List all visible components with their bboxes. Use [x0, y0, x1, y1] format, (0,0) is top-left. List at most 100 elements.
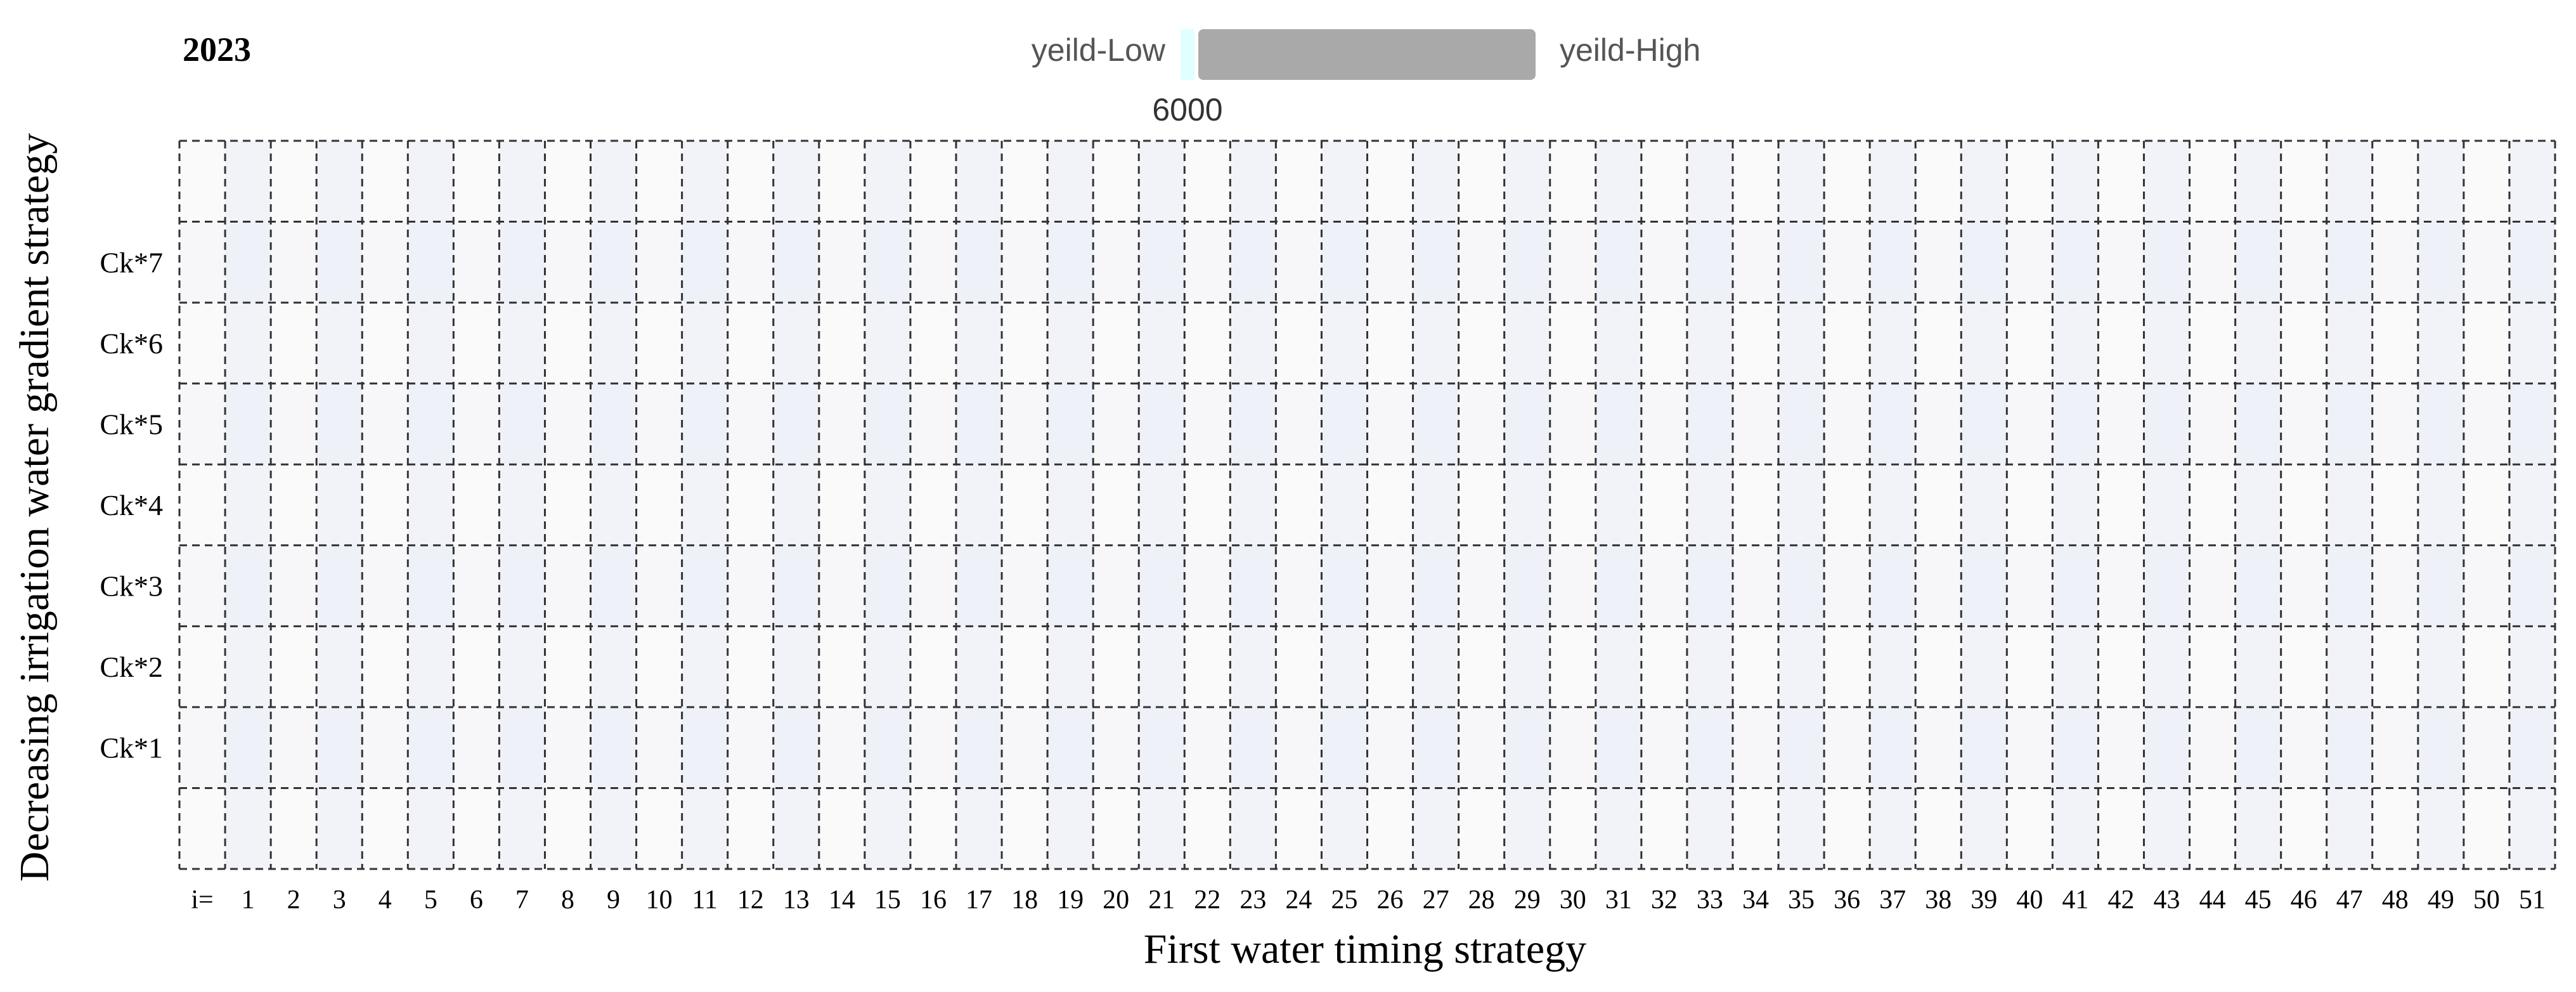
heatmap-cell [225, 464, 271, 545]
heatmap-cell [2417, 545, 2464, 627]
heatmap-cell [727, 464, 773, 545]
x-tick-prefix: i= [191, 885, 213, 915]
heatmap-cell [1915, 383, 1962, 465]
heatmap-cell [499, 383, 545, 465]
x-tick-label: 20 [1103, 885, 1129, 915]
heatmap-cell [636, 626, 682, 707]
heatmap-cell [1870, 221, 1916, 303]
heatmap-cell [2463, 464, 2509, 545]
heatmap-cell [1550, 545, 1596, 627]
heatmap-cell [362, 545, 408, 627]
heatmap-cell [2463, 221, 2509, 303]
x-tick-label: 40 [2016, 885, 2043, 915]
heatmap-cell [1870, 788, 1916, 869]
heatmap-cell [727, 707, 773, 788]
heatmap-cell [1002, 626, 1048, 707]
heatmap-cell [2189, 788, 2236, 869]
heatmap-cell [864, 303, 910, 384]
heatmap-cell [545, 383, 591, 465]
heatmap-cell [545, 464, 591, 545]
heatmap-cell [773, 788, 819, 869]
heatmap-cell [1961, 141, 2007, 222]
heatmap-cell [1961, 707, 2007, 788]
heatmap-cell [1367, 707, 1413, 788]
heatmap-cell [1686, 303, 1733, 384]
heatmap-cell [636, 545, 682, 627]
heatmap-cell [2509, 221, 2555, 303]
x-tick-label: 41 [2062, 885, 2088, 915]
heatmap-cell [1184, 707, 1231, 788]
heatmap-cell [1504, 788, 1550, 869]
heatmap-cell [1367, 626, 1413, 707]
heatmap-cell [1002, 788, 1048, 869]
x-tick-label: 48 [2382, 885, 2409, 915]
x-tick-label: 49 [2428, 885, 2454, 915]
heatmap-cell [408, 707, 454, 788]
heatmap-cell [362, 464, 408, 545]
heatmap-cell [2144, 383, 2190, 465]
y-tick-label: Ck*1 [100, 732, 163, 764]
x-tick-label: 19 [1057, 885, 1084, 915]
heatmap-cell [636, 141, 682, 222]
heatmap-cell [1732, 141, 1779, 222]
heatmap-cell [408, 545, 454, 627]
heatmap-cell [955, 464, 1002, 545]
heatmap-cell [2189, 545, 2236, 627]
heatmap-cell [2463, 303, 2509, 384]
heatmap-cell [1870, 141, 1916, 222]
heatmap-cell [1047, 545, 1094, 627]
heatmap-cell [864, 464, 910, 545]
heatmap-cell [955, 303, 1002, 384]
heatmap-cell [2144, 707, 2190, 788]
heatmap-cell [1961, 464, 2007, 545]
heatmap-cell [727, 545, 773, 627]
heatmap-cell [225, 707, 271, 788]
heatmap-cell [590, 788, 637, 869]
heatmap-cell [1321, 141, 1368, 222]
heatmap-cell [1458, 707, 1505, 788]
heatmap-cell [1230, 303, 1276, 384]
heatmap-cell [636, 464, 682, 545]
heatmap-cell [2417, 141, 2464, 222]
heatmap-cell [1367, 545, 1413, 627]
x-tick-label: 9 [607, 885, 620, 915]
heatmap-cell [1139, 545, 1185, 627]
heatmap-cell [1413, 626, 1459, 707]
legend-high-label: yeild-High [1560, 32, 1700, 68]
heatmap-cell [1824, 788, 1870, 869]
heatmap-cell [955, 545, 1002, 627]
heatmap-cell [819, 383, 865, 465]
heatmap-cell [316, 626, 363, 707]
heatmap-cell [727, 626, 773, 707]
heatmap-cell [225, 221, 271, 303]
heatmap-cell [1139, 141, 1185, 222]
heatmap-cell [2007, 707, 2053, 788]
heatmap-cell [1504, 303, 1550, 384]
heatmap-cell [499, 303, 545, 384]
x-tick-label: 3 [333, 885, 346, 915]
heatmap-cell [1047, 221, 1094, 303]
heatmap-cell [2417, 707, 2464, 788]
heatmap-cell [1778, 707, 1825, 788]
heatmap-cell [2235, 141, 2281, 222]
heatmap-cell [2417, 221, 2464, 303]
heatmap-cell [1230, 545, 1276, 627]
x-tick-labels: i= 1 2 3 4 5 6 7 8 9 10 11 12 13 14 15 16 17 18 19 20 21 22 23 2… [191, 885, 2546, 915]
heatmap-cell [1367, 221, 1413, 303]
heatmap-cell [1458, 545, 1505, 627]
x-tick-label: 22 [1194, 885, 1220, 915]
x-tick-label: 35 [1788, 885, 1815, 915]
heatmap-cell [2372, 383, 2418, 465]
heatmap-cell [1870, 545, 1916, 627]
heatmap-cell [1230, 707, 1276, 788]
heatmap-cell [819, 707, 865, 788]
heatmap-cell [2189, 626, 2236, 707]
heatmap-cell [1413, 221, 1459, 303]
x-tick-label: 33 [1697, 885, 1723, 915]
grid-lines [178, 140, 2556, 870]
y-tick-label: Ck*6 [100, 327, 163, 360]
heatmap-cell [2235, 788, 2281, 869]
heatmap-cell [499, 464, 545, 545]
x-tick-label: 26 [1377, 885, 1404, 915]
heatmap-cell [1550, 383, 1596, 465]
